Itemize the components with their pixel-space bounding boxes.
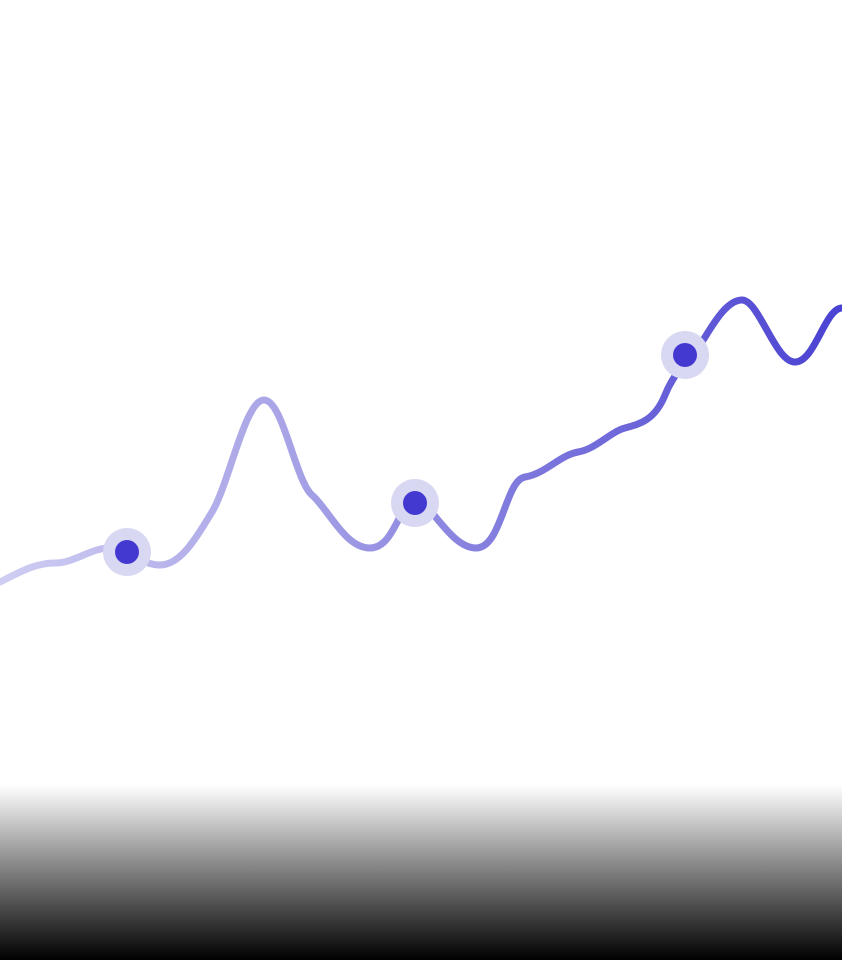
point-dot [403,491,427,515]
highlight-point [661,331,709,379]
bottom-fade [0,785,842,960]
highlight-point [103,528,151,576]
highlight-point [391,479,439,527]
point-dot [115,540,139,564]
point-dot [673,343,697,367]
